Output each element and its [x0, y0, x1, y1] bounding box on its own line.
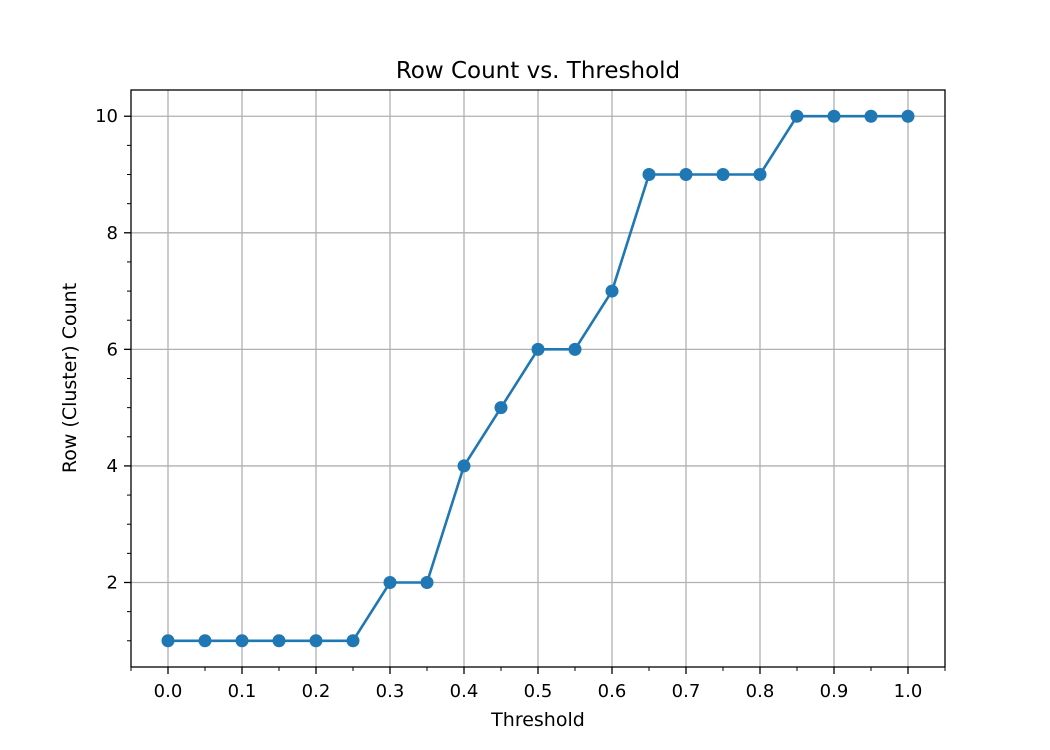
data-point: [716, 168, 730, 182]
data-point: [383, 575, 397, 589]
data-point: [827, 109, 841, 123]
data-point: [753, 168, 767, 182]
data-point: [642, 168, 656, 182]
series-layer: [161, 109, 915, 648]
data-point: [864, 109, 878, 123]
data-point: [568, 342, 582, 356]
x-axis-label: Threshold: [490, 709, 585, 731]
data-point: [790, 109, 804, 123]
x-tick-label: 1.0: [894, 681, 923, 702]
x-tick-label: 0.8: [746, 681, 775, 702]
y-tick-label: 6: [107, 339, 118, 360]
data-point: [198, 634, 212, 648]
data-point: [605, 284, 619, 298]
data-point: [161, 634, 175, 648]
data-point: [346, 634, 360, 648]
data-point: [901, 109, 915, 123]
x-tick-label: 0.9: [820, 681, 849, 702]
y-tick-label: 4: [107, 456, 118, 477]
x-tick-label: 0.7: [672, 681, 701, 702]
chart-title: Row Count vs. Threshold: [396, 58, 680, 84]
data-point: [531, 342, 545, 356]
data-point: [235, 634, 249, 648]
ticks: 0.0 0.1 0.2 0.3 0.4 0.5 0.6 0.7 0.8 0.9 1.0 2 4 6 8 10: [95, 106, 946, 702]
data-point: [679, 168, 693, 182]
x-tick-label: 0.2: [302, 681, 331, 702]
x-tick-label: 0.3: [376, 681, 405, 702]
x-tick-label: 0.1: [228, 681, 257, 702]
y-tick-label: 8: [107, 223, 118, 244]
x-tick-label: 0.5: [524, 681, 553, 702]
y-axis-label: Row (Cluster) Count: [59, 283, 81, 473]
data-point: [272, 634, 286, 648]
y-tick-label: 10: [95, 106, 118, 127]
y-tick-label: 2: [107, 572, 118, 593]
data-point: [457, 459, 471, 473]
data-point: [494, 401, 508, 415]
data-point: [420, 575, 434, 589]
x-tick-label: 0.0: [154, 681, 183, 702]
data-point: [309, 634, 323, 648]
x-tick-label: 0.6: [598, 681, 627, 702]
x-tick-label: 0.4: [450, 681, 479, 702]
